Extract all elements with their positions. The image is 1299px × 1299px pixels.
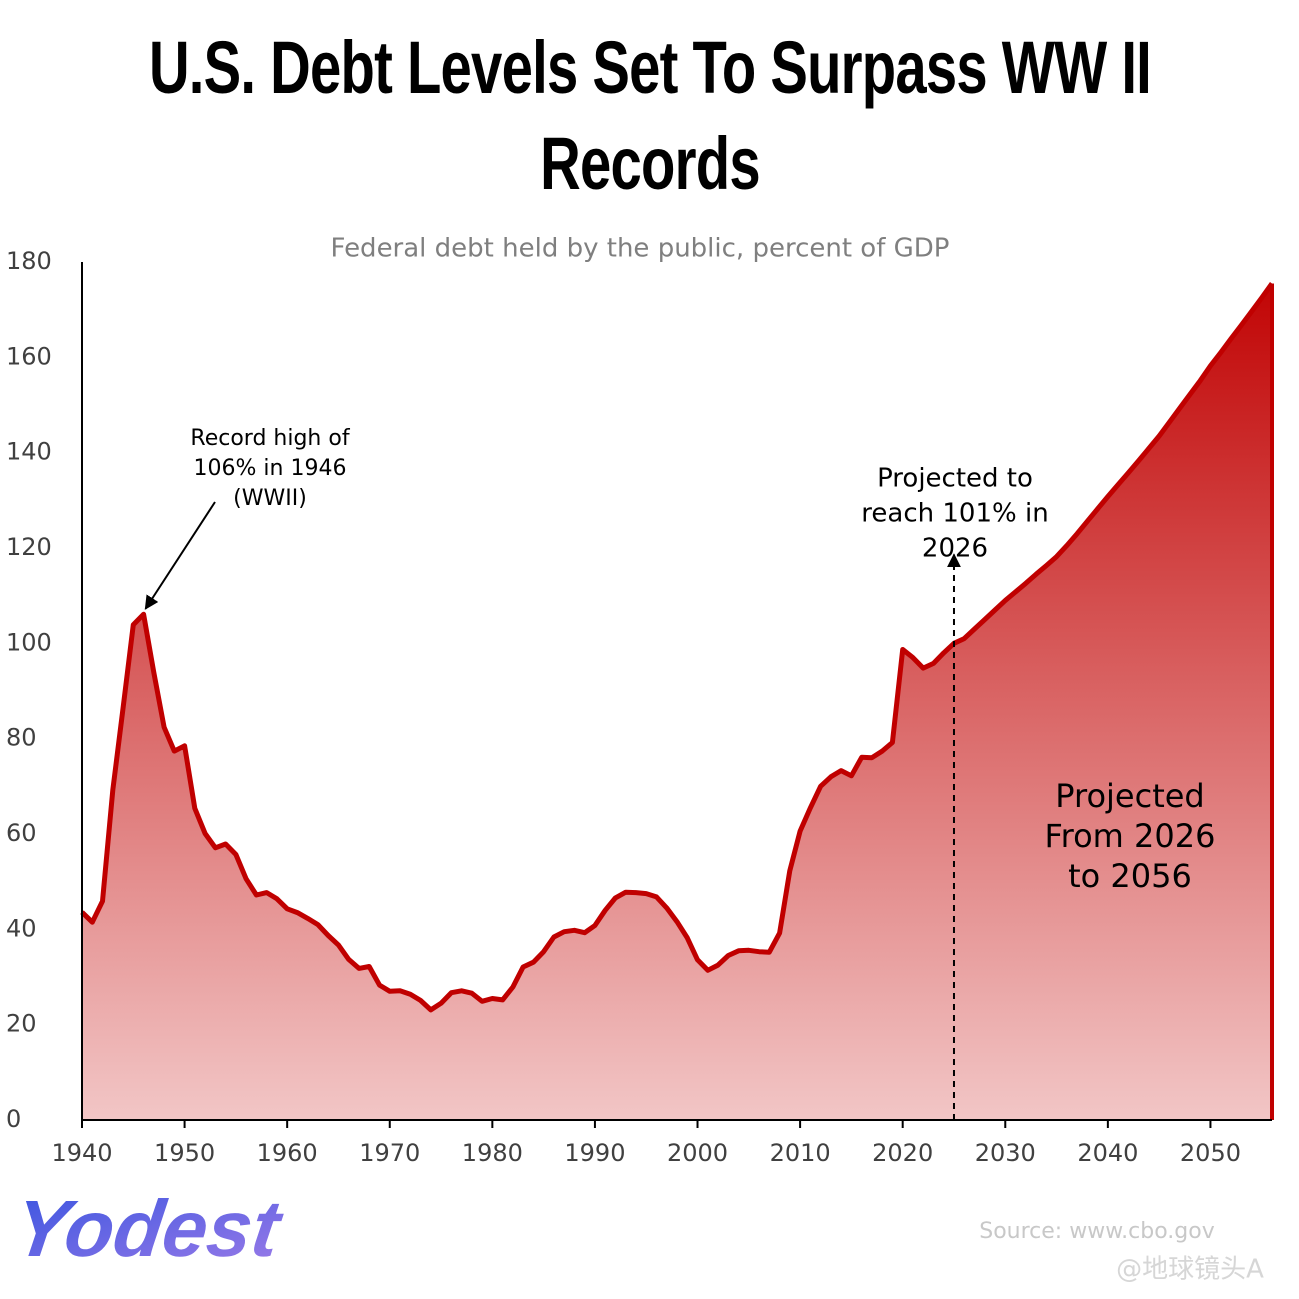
y-tick-label: 80: [6, 724, 37, 752]
y-tick-label: 180: [6, 247, 52, 275]
x-tick-label: 2000: [667, 1139, 728, 1167]
y-tick-label: 0: [6, 1105, 21, 1133]
y-tick-label: 140: [6, 438, 52, 466]
y-tick-label: 120: [6, 533, 52, 561]
logo: Yodest: [9, 1184, 288, 1274]
y-tick-label: 60: [6, 819, 37, 847]
annotation: 2026: [922, 534, 988, 564]
x-tick-label: 2020: [872, 1139, 933, 1167]
annotation: reach 101% in: [861, 499, 1048, 529]
x-tick-label: 1990: [564, 1139, 625, 1167]
annotation: (WWII): [233, 486, 307, 511]
subtitle: Federal debt held by the public, percent…: [331, 234, 950, 264]
watermark: @地球镜头A: [1116, 1255, 1264, 1285]
x-tick-label: 1960: [257, 1139, 318, 1167]
x-tick-label: 2030: [975, 1139, 1036, 1167]
y-tick-label: 100: [6, 628, 52, 656]
annotation: 106% in 1946: [194, 456, 347, 481]
area: [82, 283, 1272, 1120]
x-tick-label: 2010: [770, 1139, 831, 1167]
x-tick-label: 1980: [462, 1139, 523, 1167]
annotation: Projected: [1055, 777, 1204, 815]
y-tick-label: 20: [6, 1010, 37, 1038]
y-tick-label: 40: [6, 914, 37, 942]
x-tick-label: 1970: [359, 1139, 420, 1167]
x-tick-label: 1950: [154, 1139, 215, 1167]
annotation: to 2056: [1068, 857, 1192, 895]
annotation: Record high of: [190, 426, 350, 451]
x-tick-label: 2050: [1180, 1139, 1241, 1167]
y-tick-label: 160: [6, 342, 52, 370]
title-wrap: U.S. Debt Levels Set To Surpass WW II Re…: [0, 20, 1299, 220]
annotation: From 2026: [1045, 817, 1216, 855]
chart-title: U.S. Debt Levels Set To Surpass WW II Re…: [148, 26, 1152, 205]
x-tick-label: 1940: [51, 1139, 112, 1167]
x-tick-label: 2040: [1077, 1139, 1138, 1167]
arrow: [144, 501, 216, 610]
line: [80, 282, 1275, 1013]
source: Source: www.cbo.gov: [979, 1219, 1215, 1244]
annotation: Projected to: [877, 464, 1033, 494]
